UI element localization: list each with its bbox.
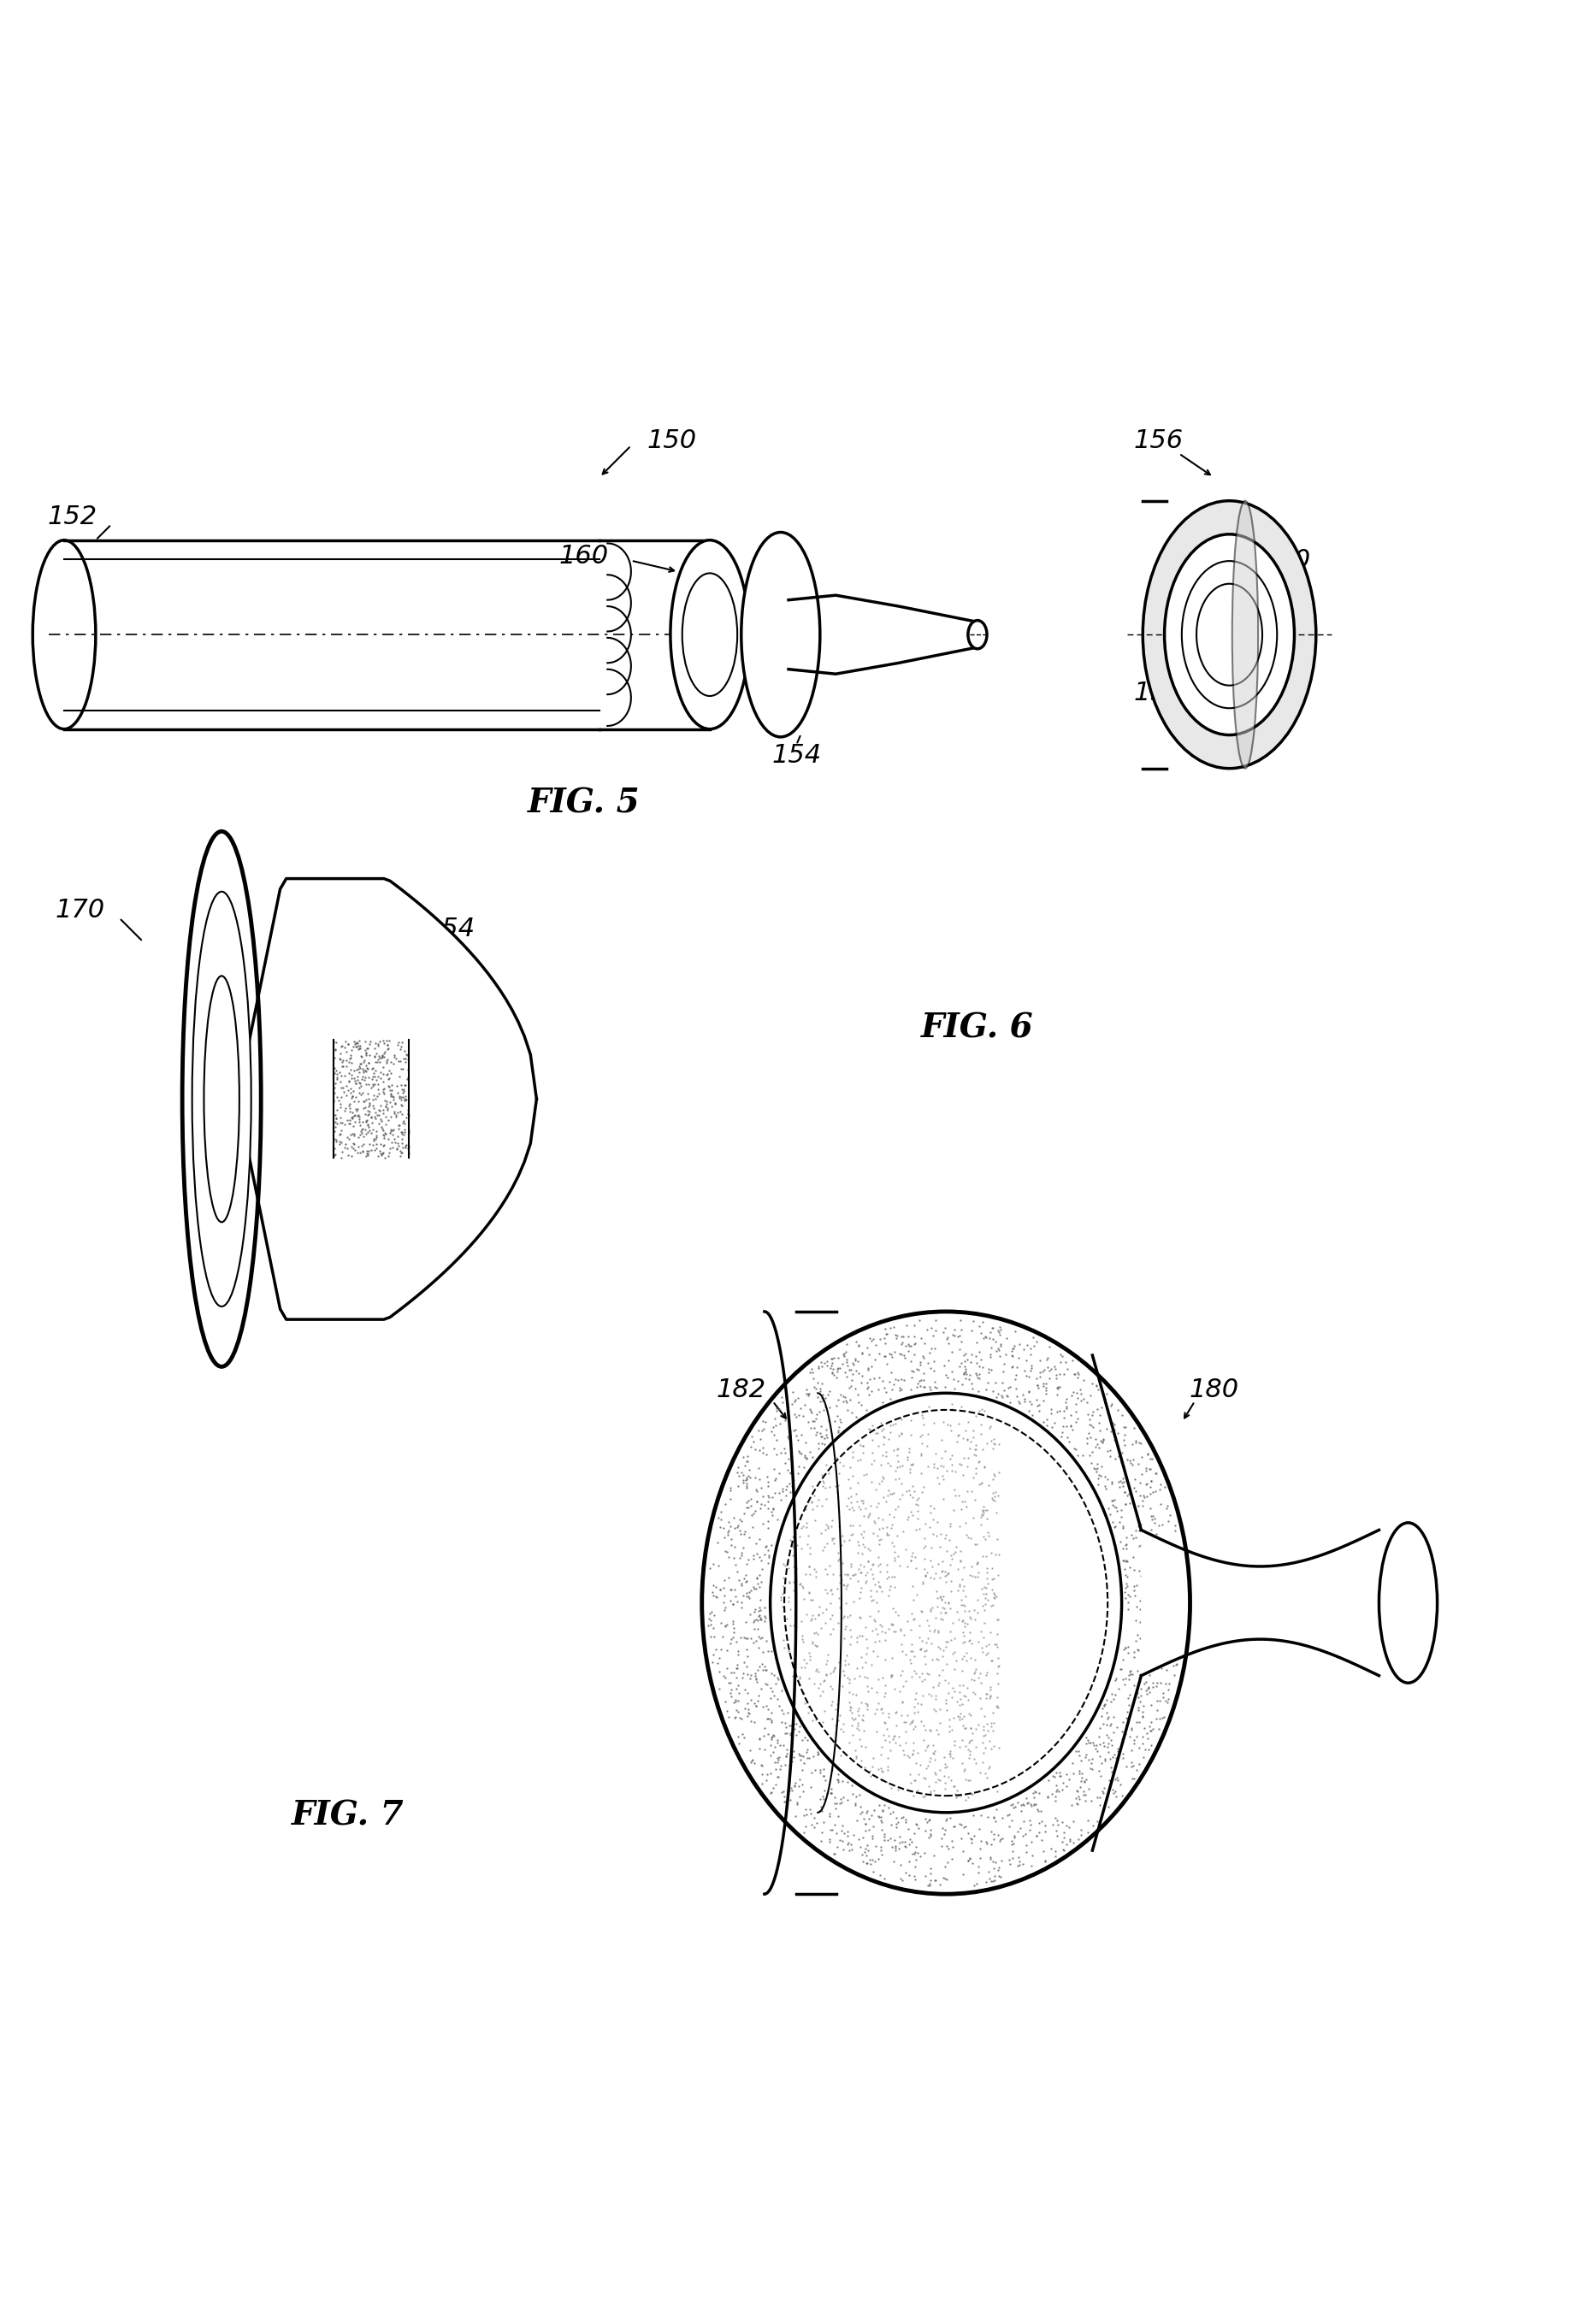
Ellipse shape xyxy=(203,976,240,1222)
Ellipse shape xyxy=(1164,535,1295,734)
Ellipse shape xyxy=(741,532,820,737)
Ellipse shape xyxy=(1232,500,1258,769)
Text: 154: 154 xyxy=(426,916,475,941)
Ellipse shape xyxy=(1197,583,1262,686)
Ellipse shape xyxy=(192,892,251,1306)
Text: 152: 152 xyxy=(47,504,96,530)
Text: 156: 156 xyxy=(1134,428,1183,453)
Text: 180: 180 xyxy=(1189,1378,1238,1404)
Ellipse shape xyxy=(183,832,262,1367)
Ellipse shape xyxy=(1378,1522,1437,1683)
Text: 192: 192 xyxy=(1134,681,1183,704)
Text: FIG. 5: FIG. 5 xyxy=(528,788,640,820)
Ellipse shape xyxy=(683,574,738,695)
Ellipse shape xyxy=(670,539,749,730)
Text: 172: 172 xyxy=(473,1032,524,1057)
Text: FIG. 6: FIG. 6 xyxy=(921,1011,1035,1043)
Ellipse shape xyxy=(1181,560,1277,709)
Text: 190: 190 xyxy=(1262,548,1310,574)
Text: 170: 170 xyxy=(55,897,104,923)
Ellipse shape xyxy=(1143,500,1315,769)
Text: 174: 174 xyxy=(394,1164,443,1190)
Text: 182: 182 xyxy=(716,1378,766,1404)
Ellipse shape xyxy=(968,621,987,648)
Text: 154: 154 xyxy=(771,744,822,769)
Text: 150: 150 xyxy=(647,428,697,453)
Text: 160: 160 xyxy=(558,544,609,569)
Text: FIG. 7: FIG. 7 xyxy=(292,1799,404,1831)
